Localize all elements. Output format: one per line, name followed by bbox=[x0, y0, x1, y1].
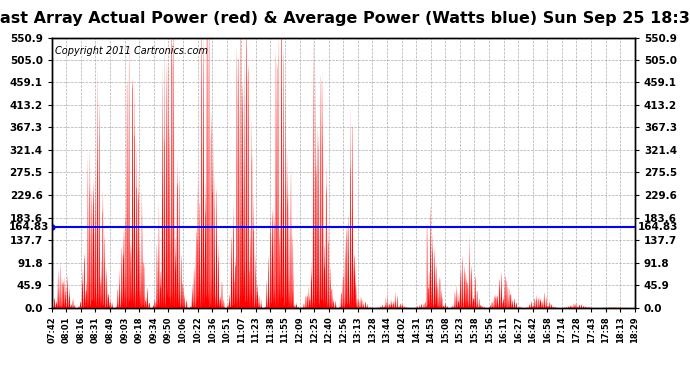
Text: Copyright 2011 Cartronics.com: Copyright 2011 Cartronics.com bbox=[55, 46, 208, 56]
Text: East Array Actual Power (red) & Average Power (Watts blue) Sun Sep 25 18:31: East Array Actual Power (red) & Average … bbox=[0, 11, 690, 26]
Text: 164.83: 164.83 bbox=[638, 222, 678, 232]
Text: 164.83: 164.83 bbox=[8, 222, 49, 232]
